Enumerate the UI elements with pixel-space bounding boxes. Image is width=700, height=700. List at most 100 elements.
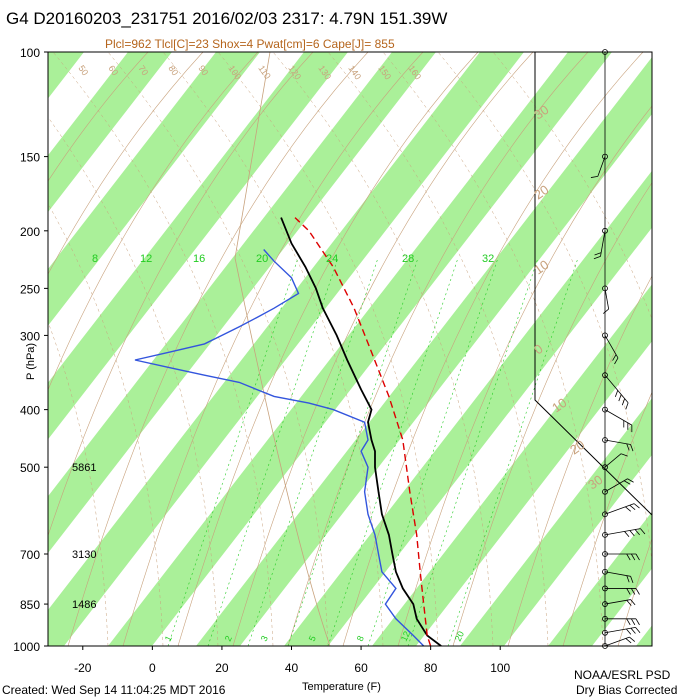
temp-line-label: 10 (531, 257, 551, 278)
y-tick-label: 500 (20, 461, 40, 475)
dry-adiabat-label: 80 (166, 63, 180, 77)
wind-station (602, 629, 608, 636)
wind-barb-flag (625, 402, 629, 410)
wind-barb-flag (635, 553, 640, 561)
y-tick-label: 400 (20, 404, 40, 418)
x-tick-label: 0 (149, 661, 156, 675)
mixing-ratio-label: 32 (482, 253, 494, 265)
temp-line-label: 30 (585, 472, 605, 493)
y-tick-label: 300 (20, 329, 40, 343)
wind-station (602, 643, 608, 649)
temperature-band (548, 511, 652, 646)
x-tick-label: 100 (490, 661, 510, 675)
wind-profile-panel (534, 49, 653, 649)
moist-adiabat (382, 52, 604, 646)
x-tick-label: 20 (215, 661, 229, 675)
wind-barb-flag (633, 503, 640, 509)
wind-barb-flag (630, 627, 636, 634)
dry-adiabat (48, 52, 259, 391)
mixing-ratio-label: 24 (326, 253, 338, 265)
y-tick-label: 100 (20, 46, 40, 60)
moist-adiabat (437, 52, 652, 566)
x-axis-label: Temperature (F) (302, 681, 381, 693)
mixing-ratio-lower-label: 20 (453, 630, 466, 643)
wind-barb-flag (626, 599, 632, 606)
wind-barb-flag (625, 638, 632, 644)
temperature-band (48, 52, 172, 213)
temp-line-label: 10 (549, 395, 569, 416)
dry-adiabat-label: 90 (196, 63, 210, 77)
x-tick-label: 40 (285, 661, 299, 675)
mixing-ratio-line (367, 257, 499, 646)
wind-barb-flag (635, 588, 640, 595)
temperature-band (48, 52, 436, 554)
wind-barb-flag (626, 628, 632, 635)
temperature-band (460, 398, 652, 646)
wind-barb-flag (629, 636, 636, 642)
moist-adiabat (327, 52, 549, 646)
y-tick-label: 1000 (13, 640, 40, 654)
height-label: 5861 (72, 462, 96, 474)
temp-line-label: 20 (567, 437, 587, 458)
wind-barb (604, 528, 641, 536)
height-labels: 5861 3130 1486 (72, 462, 96, 611)
series-dewpoint (134, 249, 425, 646)
moist-adiabat (48, 321, 109, 646)
mixing-ratio-lower-label: 12 (399, 630, 412, 643)
temperature-band (48, 52, 84, 99)
wind-barb-flag (635, 618, 640, 626)
wind-barb (604, 288, 610, 310)
dry-adiabat (507, 275, 652, 646)
temperature-band (48, 52, 260, 326)
wind-barb-flag (626, 443, 630, 451)
dry-adiabat (48, 52, 149, 182)
wind-barb-flag (630, 599, 636, 606)
wind-panel-border (534, 52, 653, 646)
moist-adiabat (52, 52, 274, 646)
wind-barb-flag (620, 453, 628, 457)
wind-barb-flag (630, 576, 634, 584)
wind-barb-flag (631, 618, 636, 626)
wind-barb-flag (630, 444, 634, 452)
wind-barb-flag (631, 553, 636, 561)
moist-adiabat (162, 52, 384, 646)
dry-adiabat-label: 60 (106, 63, 120, 77)
wind-barb-flag (621, 398, 626, 406)
wind-station (602, 332, 608, 339)
wind-station (602, 437, 608, 443)
wind-barb-flag (593, 256, 601, 260)
moist-adiabat (48, 203, 164, 646)
temperature-bands (48, 52, 652, 646)
mixing-ratio-lower-label: 1 (163, 634, 174, 643)
wind-barb (597, 156, 606, 177)
mixing-ratio-lower-label: 3 (259, 634, 270, 643)
dry-adiabat (562, 391, 652, 646)
wind-barb-flag (618, 394, 622, 402)
wind-barb (604, 374, 629, 404)
temp-line-label: 30 (531, 102, 551, 123)
y-tick-label: 850 (20, 598, 40, 612)
dry-adiabat (232, 52, 534, 646)
mixing-ratio-line (447, 257, 579, 646)
wind-barb-flag (626, 588, 631, 595)
guide-curve (234, 52, 331, 646)
dry-adiabat (122, 52, 424, 646)
created-timestamp: Created: Wed Sep 14 11:04:25 MDT 2016 (2, 683, 226, 697)
y-tick-label: 700 (20, 548, 40, 562)
dry-adiabat-label: 70 (136, 63, 150, 77)
height-label: 3130 (72, 549, 96, 561)
temperature-axis: -20 0 20 40 60 80 100 (74, 646, 511, 675)
wind-barb (604, 599, 631, 605)
wind-barb-flag (626, 575, 630, 583)
temperature-band (636, 625, 652, 646)
wind-barb (600, 230, 606, 257)
wind-station (602, 488, 608, 495)
wind-station (602, 464, 608, 471)
wind-barb (604, 439, 631, 445)
y-tick-label: 250 (20, 282, 40, 296)
x-tick-label: 80 (424, 661, 438, 675)
dry-adiabat (48, 52, 314, 537)
wind-barb-flag (590, 175, 598, 178)
wind-barb-flag (612, 354, 617, 361)
